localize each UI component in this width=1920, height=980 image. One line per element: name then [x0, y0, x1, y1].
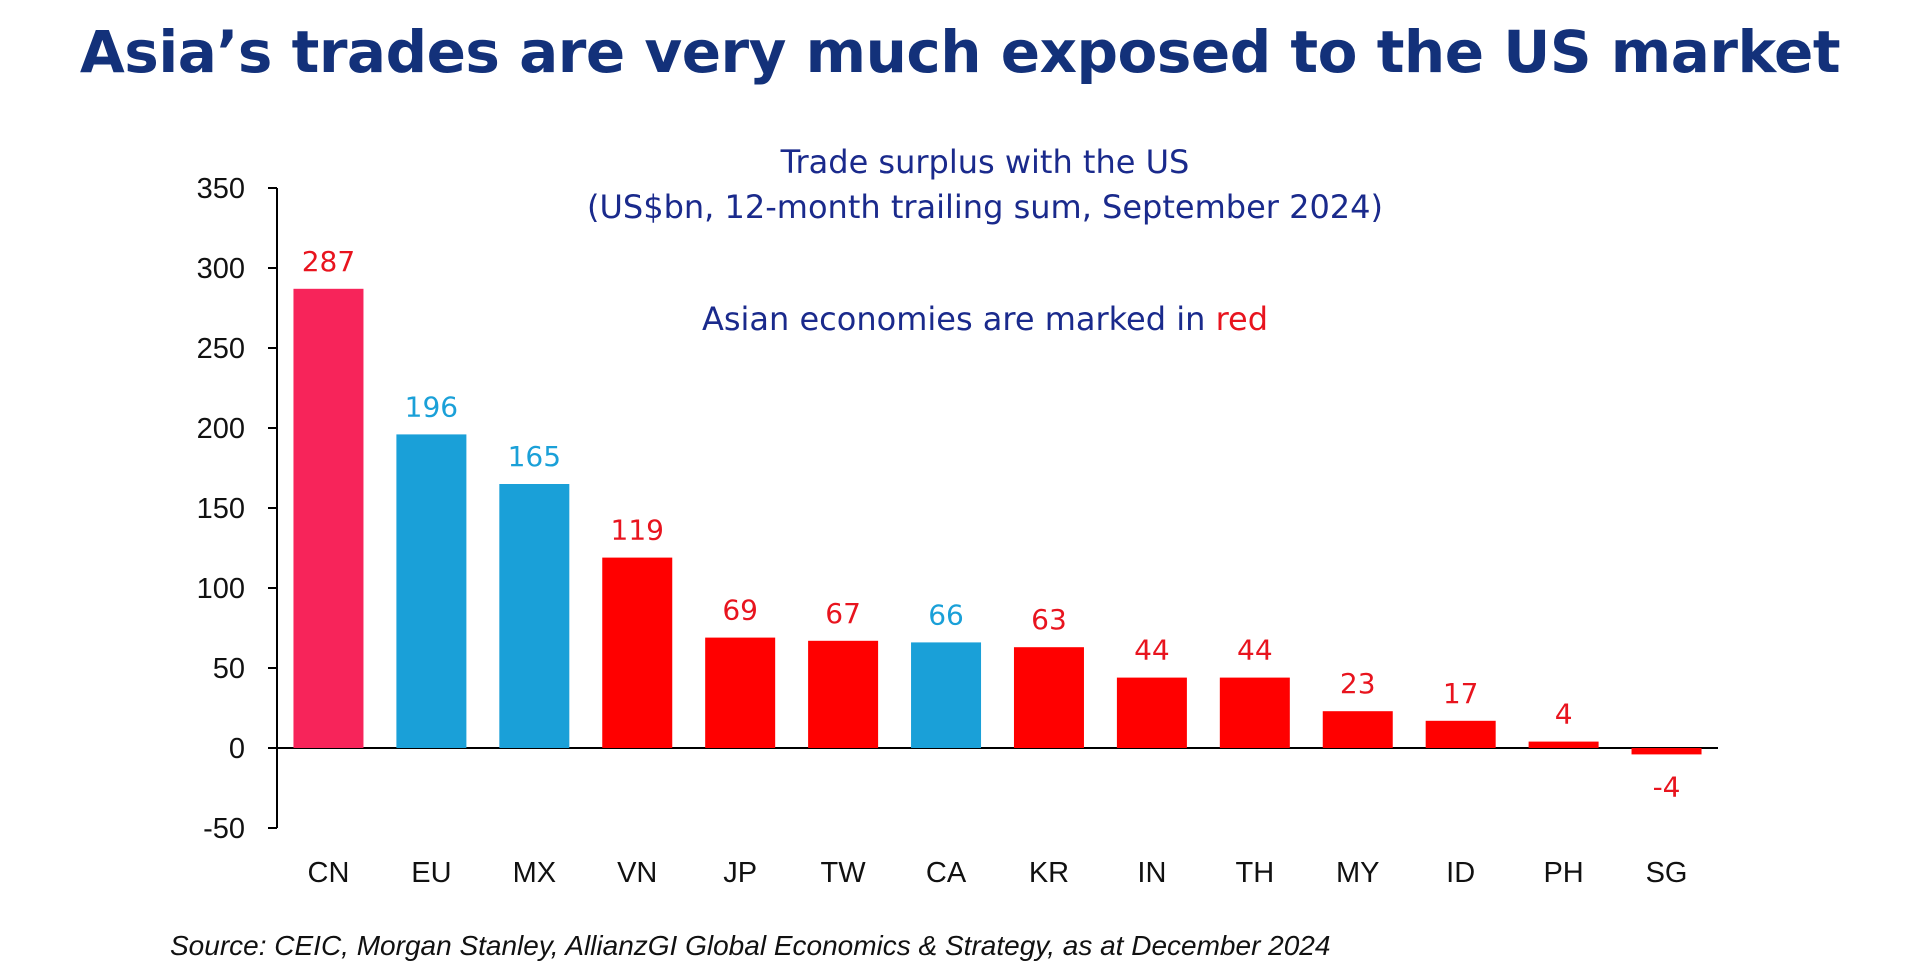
bar-ca [911, 642, 982, 748]
bar-in [1116, 677, 1187, 748]
chart-note-text: Asian economies are marked in [702, 300, 1205, 338]
x-tick-label: TH [1235, 857, 1274, 889]
data-label: 17 [1443, 677, 1479, 710]
y-tick-label: 50 [213, 653, 245, 685]
bar-jp [705, 637, 776, 748]
x-tick-label: SG [1646, 857, 1688, 889]
bar-my [1322, 711, 1393, 748]
y-tick-label: 200 [197, 413, 245, 445]
x-tick-label: TW [821, 857, 867, 889]
bar-ph [1528, 741, 1599, 748]
data-label: -4 [1653, 770, 1681, 803]
data-label: 23 [1340, 667, 1376, 700]
bar-eu [396, 434, 467, 748]
y-tick-label: 0 [229, 733, 245, 765]
data-label: 63 [1031, 603, 1067, 636]
y-tick-label: 250 [197, 333, 245, 365]
x-tick-label: KR [1029, 857, 1069, 889]
bar-kr [1013, 647, 1084, 748]
bars: 287 CN 196 EU 165 MX 119 VN 69 JP 67 TW 66 CA 63 KR 44 IN… [293, 245, 1702, 889]
data-label: 66 [928, 598, 964, 631]
chart-note: Asian economies are marked in red [702, 300, 1268, 338]
y-tick-label: 350 [197, 173, 245, 205]
bar-th [1219, 677, 1290, 748]
data-label: 165 [508, 440, 561, 473]
y-tick-label: -50 [203, 813, 245, 845]
data-label: 69 [722, 594, 758, 627]
data-label: 287 [302, 245, 355, 278]
x-tick-label: VN [617, 857, 657, 889]
x-tick-label: JP [723, 857, 757, 889]
x-tick-label: MX [513, 857, 557, 889]
bar-mx [499, 484, 570, 748]
bar-vn [602, 557, 673, 748]
data-label: 4 [1555, 698, 1573, 731]
data-label: 119 [611, 514, 664, 547]
bar-sg [1631, 748, 1702, 755]
y-tick-label: 300 [197, 253, 245, 285]
chart-note-highlight: red [1216, 300, 1268, 338]
data-label: 44 [1237, 634, 1273, 667]
y-tick-label: 150 [197, 493, 245, 525]
chart-subtitle: (US$bn, 12-month trailing sum, September… [587, 188, 1383, 226]
x-tick-label: IN [1137, 857, 1166, 889]
bar-tw [808, 640, 879, 748]
data-label: 44 [1134, 634, 1170, 667]
data-label: 67 [825, 597, 861, 630]
x-tick-label: ID [1446, 857, 1475, 889]
x-tick-label: CN [308, 857, 350, 889]
x-tick-label: CA [926, 857, 967, 889]
bar-id [1425, 720, 1496, 748]
data-label: 196 [405, 390, 458, 423]
x-tick-label: EU [411, 857, 451, 889]
y-tick-label: 100 [197, 573, 245, 605]
page-title: Asia’s trades are very much exposed to t… [79, 18, 1841, 86]
chart-title: Trade surplus with the US [780, 143, 1190, 181]
x-tick-label: PH [1543, 857, 1583, 889]
source-note: Source: CEIC, Morgan Stanley, AllianzGI … [170, 930, 1331, 961]
x-tick-label: MY [1336, 857, 1380, 889]
bar-cn [293, 288, 364, 748]
